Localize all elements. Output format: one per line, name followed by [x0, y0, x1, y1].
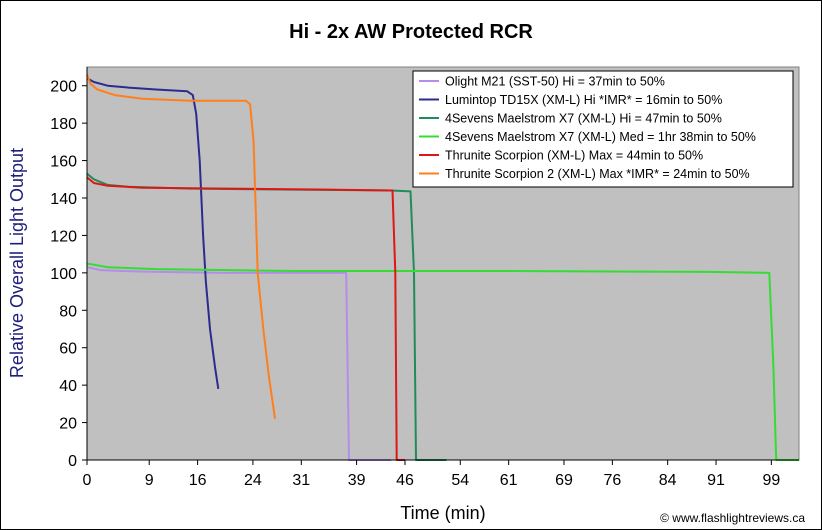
series-line-5 — [86, 176, 405, 461]
y-tick-label: 80 — [59, 303, 77, 320]
x-tick-label: 69 — [555, 472, 573, 489]
y-tick-label: 60 — [59, 341, 77, 358]
y-tick-label: 120 — [50, 228, 77, 245]
y-axis-label: Relative Overall Light Output — [7, 148, 27, 378]
x-tick-label: 9 — [145, 472, 154, 489]
x-tick-label: 46 — [396, 472, 414, 489]
x-tick-label: 76 — [603, 472, 621, 489]
legend-label: Olight M21 (SST-50) Hi = 37min to 50% — [445, 75, 665, 89]
copyright-text: © www.flashlightreviews.ca — [660, 511, 805, 525]
y-tick-label: 0 — [68, 453, 77, 470]
legend-label: Lumintop TD15X (XM-L) Hi *IMR* = 16min t… — [445, 93, 722, 107]
legend: Olight M21 (SST-50) Hi = 37min to 50% Lum… — [412, 70, 794, 188]
x-tick-label: 84 — [659, 472, 677, 489]
chart-title: Hi - 2x AW Protected RCR — [289, 21, 533, 43]
series-line-1 — [86, 266, 392, 461]
y-tick-label: 20 — [59, 416, 77, 433]
x-axis-label: Time (min) — [400, 503, 485, 523]
legend-box — [412, 70, 794, 188]
legend-label: Thrunite Scorpion (XM-L) Max = 44min to … — [445, 149, 703, 163]
x-tick-label: 99 — [762, 472, 780, 489]
series-line-2 — [86, 77, 220, 390]
y-tick-label: 160 — [50, 154, 77, 171]
series-line-4 — [86, 262, 799, 461]
x-tick-label: 61 — [500, 472, 518, 489]
y-tick-label: 100 — [50, 266, 77, 283]
series-line-6 — [86, 74, 276, 419]
y-tick-label: 180 — [50, 116, 77, 133]
x-tick-label: 31 — [292, 472, 310, 489]
series-layer — [86, 74, 799, 461]
legend-label: Thrunite Scorpion 2 (XM-L) Max *IMR* = 2… — [445, 167, 750, 181]
axes-layer — [86, 67, 799, 461]
legend-label: 4Sevens Maelstrom X7 (XM-L) Med = 1hr 38… — [445, 130, 756, 144]
x-tick-label: 91 — [707, 472, 725, 489]
x-tick-label: 16 — [189, 472, 207, 489]
x-tick-label: 0 — [83, 472, 92, 489]
x-tick-label: 54 — [451, 472, 469, 489]
y-tick-label: 200 — [50, 79, 77, 96]
x-tick-label: 24 — [244, 472, 262, 489]
y-tick-label: 40 — [59, 378, 77, 395]
x-tick-label: 39 — [348, 472, 366, 489]
y-tick-label: 140 — [50, 191, 77, 208]
tick-labels: 0 20 40 60 80 100 120 140 160 180 200 0 9 16 24 31 39 46 5… — [50, 79, 780, 489]
legend-label: 4Sevens Maelstrom X7 (XM-L) Hi = 47min t… — [445, 112, 722, 126]
